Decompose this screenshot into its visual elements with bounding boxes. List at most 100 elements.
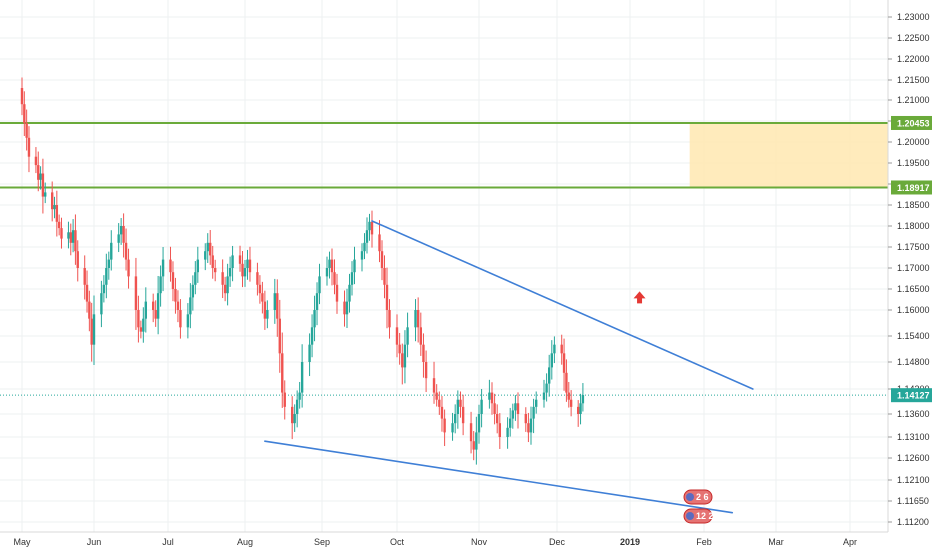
candle-body xyxy=(83,268,86,285)
price-tag-label: 1.18917 xyxy=(897,183,930,193)
candle-body xyxy=(516,403,520,414)
candle-body xyxy=(313,310,316,328)
candle-body xyxy=(248,259,252,273)
flag-icon xyxy=(686,512,694,520)
candle-body xyxy=(335,284,339,302)
candle-body xyxy=(353,259,356,273)
price-tick-label: 1.16000 xyxy=(897,305,930,315)
candle-body xyxy=(154,310,157,319)
candle-body xyxy=(283,392,286,407)
event-badge[interactable]: 2 6 xyxy=(683,489,713,505)
candle-body xyxy=(370,221,374,235)
candle-body xyxy=(117,234,120,243)
candle-body xyxy=(144,301,147,319)
event-badge-label: 2 6 xyxy=(696,492,709,502)
candle-body xyxy=(360,251,364,260)
price-tick-label: 1.17000 xyxy=(897,263,930,273)
candle-body xyxy=(134,276,138,310)
price-tag xyxy=(891,180,932,195)
price-tick-label: 1.12100 xyxy=(897,475,930,485)
candle-body xyxy=(152,301,155,310)
candle-body xyxy=(562,353,566,373)
candle-body xyxy=(295,399,299,414)
candle-body xyxy=(461,406,465,424)
candle-body xyxy=(258,284,262,294)
time-tick-label: Aug xyxy=(237,537,253,547)
candle-body xyxy=(293,414,296,424)
candle-body xyxy=(60,228,63,239)
price-tick-label: 1.17500 xyxy=(897,242,930,252)
candle-body xyxy=(107,259,110,268)
candle-body xyxy=(263,301,267,319)
price-tick-label: 1.20000 xyxy=(897,137,930,147)
arrow-up-icon[interactable] xyxy=(633,291,646,304)
candle-body xyxy=(378,234,381,252)
candle-body xyxy=(243,268,247,277)
candle-body xyxy=(308,344,311,362)
candle-body xyxy=(330,259,334,273)
candle-body xyxy=(529,418,533,433)
candle-body xyxy=(171,272,175,289)
trendline-lower[interactable] xyxy=(264,440,734,514)
candle-body xyxy=(567,392,570,400)
candle-body xyxy=(161,259,165,277)
candle-body xyxy=(110,242,113,260)
candle-body xyxy=(560,344,563,354)
candle-body xyxy=(298,392,301,400)
time-axis[interactable]: May Jun Jul Aug Sep Oct Nov Dec 2019 Feb Mar Apr xyxy=(13,537,857,547)
time-tick-label: Apr xyxy=(843,537,857,547)
price-tick-label: 1.21500 xyxy=(897,75,930,85)
candle-body xyxy=(256,272,259,285)
candle-body xyxy=(156,293,160,319)
time-tick-label: May xyxy=(13,537,31,547)
candle-body xyxy=(506,427,509,437)
price-tick-label: 1.18500 xyxy=(897,200,930,210)
time-tick-label: Feb xyxy=(696,537,712,547)
candle-body xyxy=(388,310,391,328)
candle-body xyxy=(385,284,389,310)
price-tick-label: 1.13100 xyxy=(897,432,930,442)
candle-body xyxy=(333,272,336,285)
candle-body xyxy=(527,423,530,433)
price-tick-label: 1.22000 xyxy=(897,54,930,64)
price-tag-label: 1.14127 xyxy=(897,390,930,400)
candle-body xyxy=(119,226,123,235)
candle-body xyxy=(223,284,227,294)
candle-body xyxy=(23,104,26,124)
candle-body xyxy=(88,301,91,319)
candle-body xyxy=(55,205,59,222)
candle-body xyxy=(451,423,454,433)
event-badge[interactable]: 12 2 xyxy=(683,508,714,524)
candle-body xyxy=(122,226,125,243)
candle-body xyxy=(27,137,31,157)
candle-body xyxy=(139,327,143,332)
price-tag xyxy=(891,115,932,130)
candle-body xyxy=(343,301,346,315)
trendline-upper[interactable] xyxy=(371,220,754,390)
candle-body xyxy=(246,259,249,268)
candle-body xyxy=(281,353,284,393)
price-tick-label: 1.18000 xyxy=(897,221,930,231)
candle-body xyxy=(416,310,420,328)
candle-body xyxy=(159,276,162,294)
price-tick-label: 1.15400 xyxy=(897,331,930,341)
time-tick-label: Jul xyxy=(162,537,174,547)
candle-body xyxy=(424,362,428,379)
candle-body xyxy=(511,410,514,419)
candle-body xyxy=(480,399,483,414)
time-tick-label: 2019 xyxy=(620,537,640,547)
candle-body xyxy=(100,293,103,315)
candle-body xyxy=(276,293,279,319)
candle-body xyxy=(300,362,304,393)
candle-body xyxy=(532,406,535,419)
candle-body xyxy=(50,192,54,210)
candle-body xyxy=(196,259,200,273)
event-badge-label: 12 2 xyxy=(696,511,714,521)
candle-body xyxy=(238,255,242,264)
candle-body xyxy=(53,205,56,210)
candle-body xyxy=(368,221,371,231)
candle-body xyxy=(67,232,70,239)
candle-body xyxy=(365,230,369,243)
